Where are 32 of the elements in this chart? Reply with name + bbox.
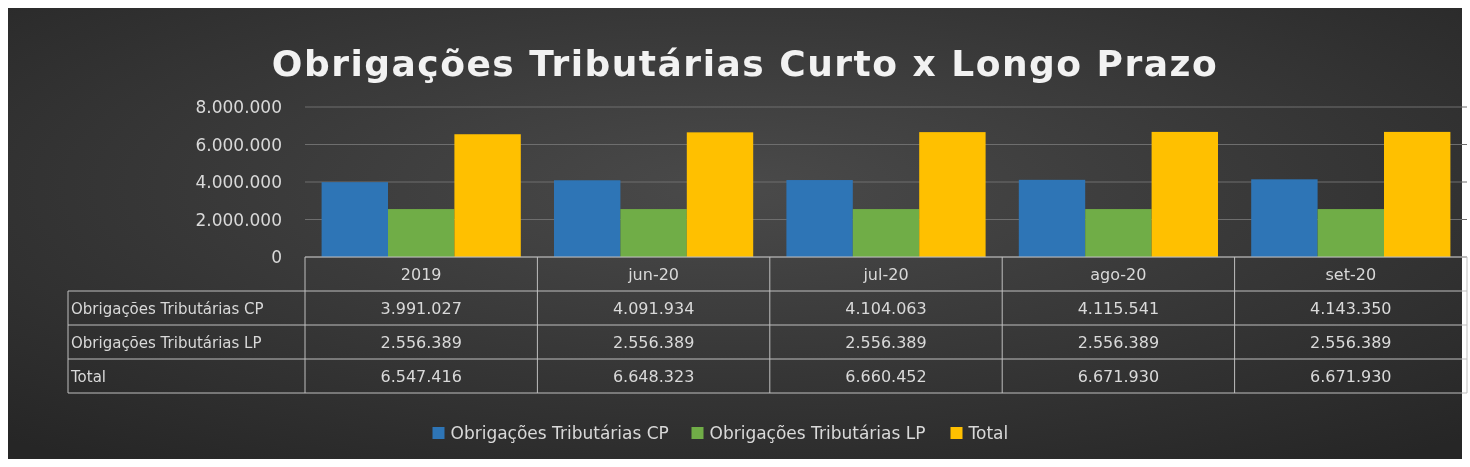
data-label: 2.556.389: [1310, 333, 1392, 352]
data-label: 6.671.930: [1077, 367, 1160, 386]
text: Obrigações Tributárias LP: [71, 334, 262, 352]
data-label: 6.648.323: [612, 367, 695, 386]
x-tick-label: ago-20: [1090, 265, 1147, 284]
x-tick-label: jun-20: [627, 265, 680, 284]
legend-label: Obrigações Tributárias CP: [450, 423, 669, 443]
data-label: 6.671.930: [1310, 367, 1392, 386]
y-tick-label: 2.000.000: [195, 209, 282, 230]
y-tick-label: 4.000.000: [195, 172, 282, 192]
data-label: 2.556.389: [1077, 333, 1160, 352]
data-label: 2.556.389: [380, 333, 462, 352]
x-tick-label: 2019: [400, 265, 442, 284]
chart-title: Obrigações Tributárias Curto x Longo Prazo: [271, 43, 1219, 84]
data-label: 2.556.389: [612, 333, 695, 352]
data-label: 4.143.350: [1310, 299, 1392, 318]
y-tick-label: 8.000.000: [195, 97, 282, 117]
x-tick-label: set-20: [1325, 265, 1377, 284]
data-label: 3.991.027: [380, 299, 462, 318]
data-label: 4.091.934: [612, 299, 695, 318]
text: Total: [71, 368, 107, 386]
data-label: 4.115.541: [1077, 299, 1160, 318]
legend-label: Obrigações Tributárias LP: [709, 423, 926, 443]
data-label: 2.556.389: [845, 333, 927, 352]
data-label: 4.104.063: [845, 299, 927, 318]
data-label: 6.660.452: [845, 367, 927, 386]
y-tick-label: 0: [271, 247, 282, 267]
legend-label: Total: [967, 423, 1009, 443]
x-tick-label: jul-20: [862, 265, 909, 284]
text: Obrigações Tributárias CP: [71, 300, 264, 318]
y-tick-label: 6.000.000: [195, 134, 282, 155]
data-label: 6.547.416: [380, 367, 462, 386]
